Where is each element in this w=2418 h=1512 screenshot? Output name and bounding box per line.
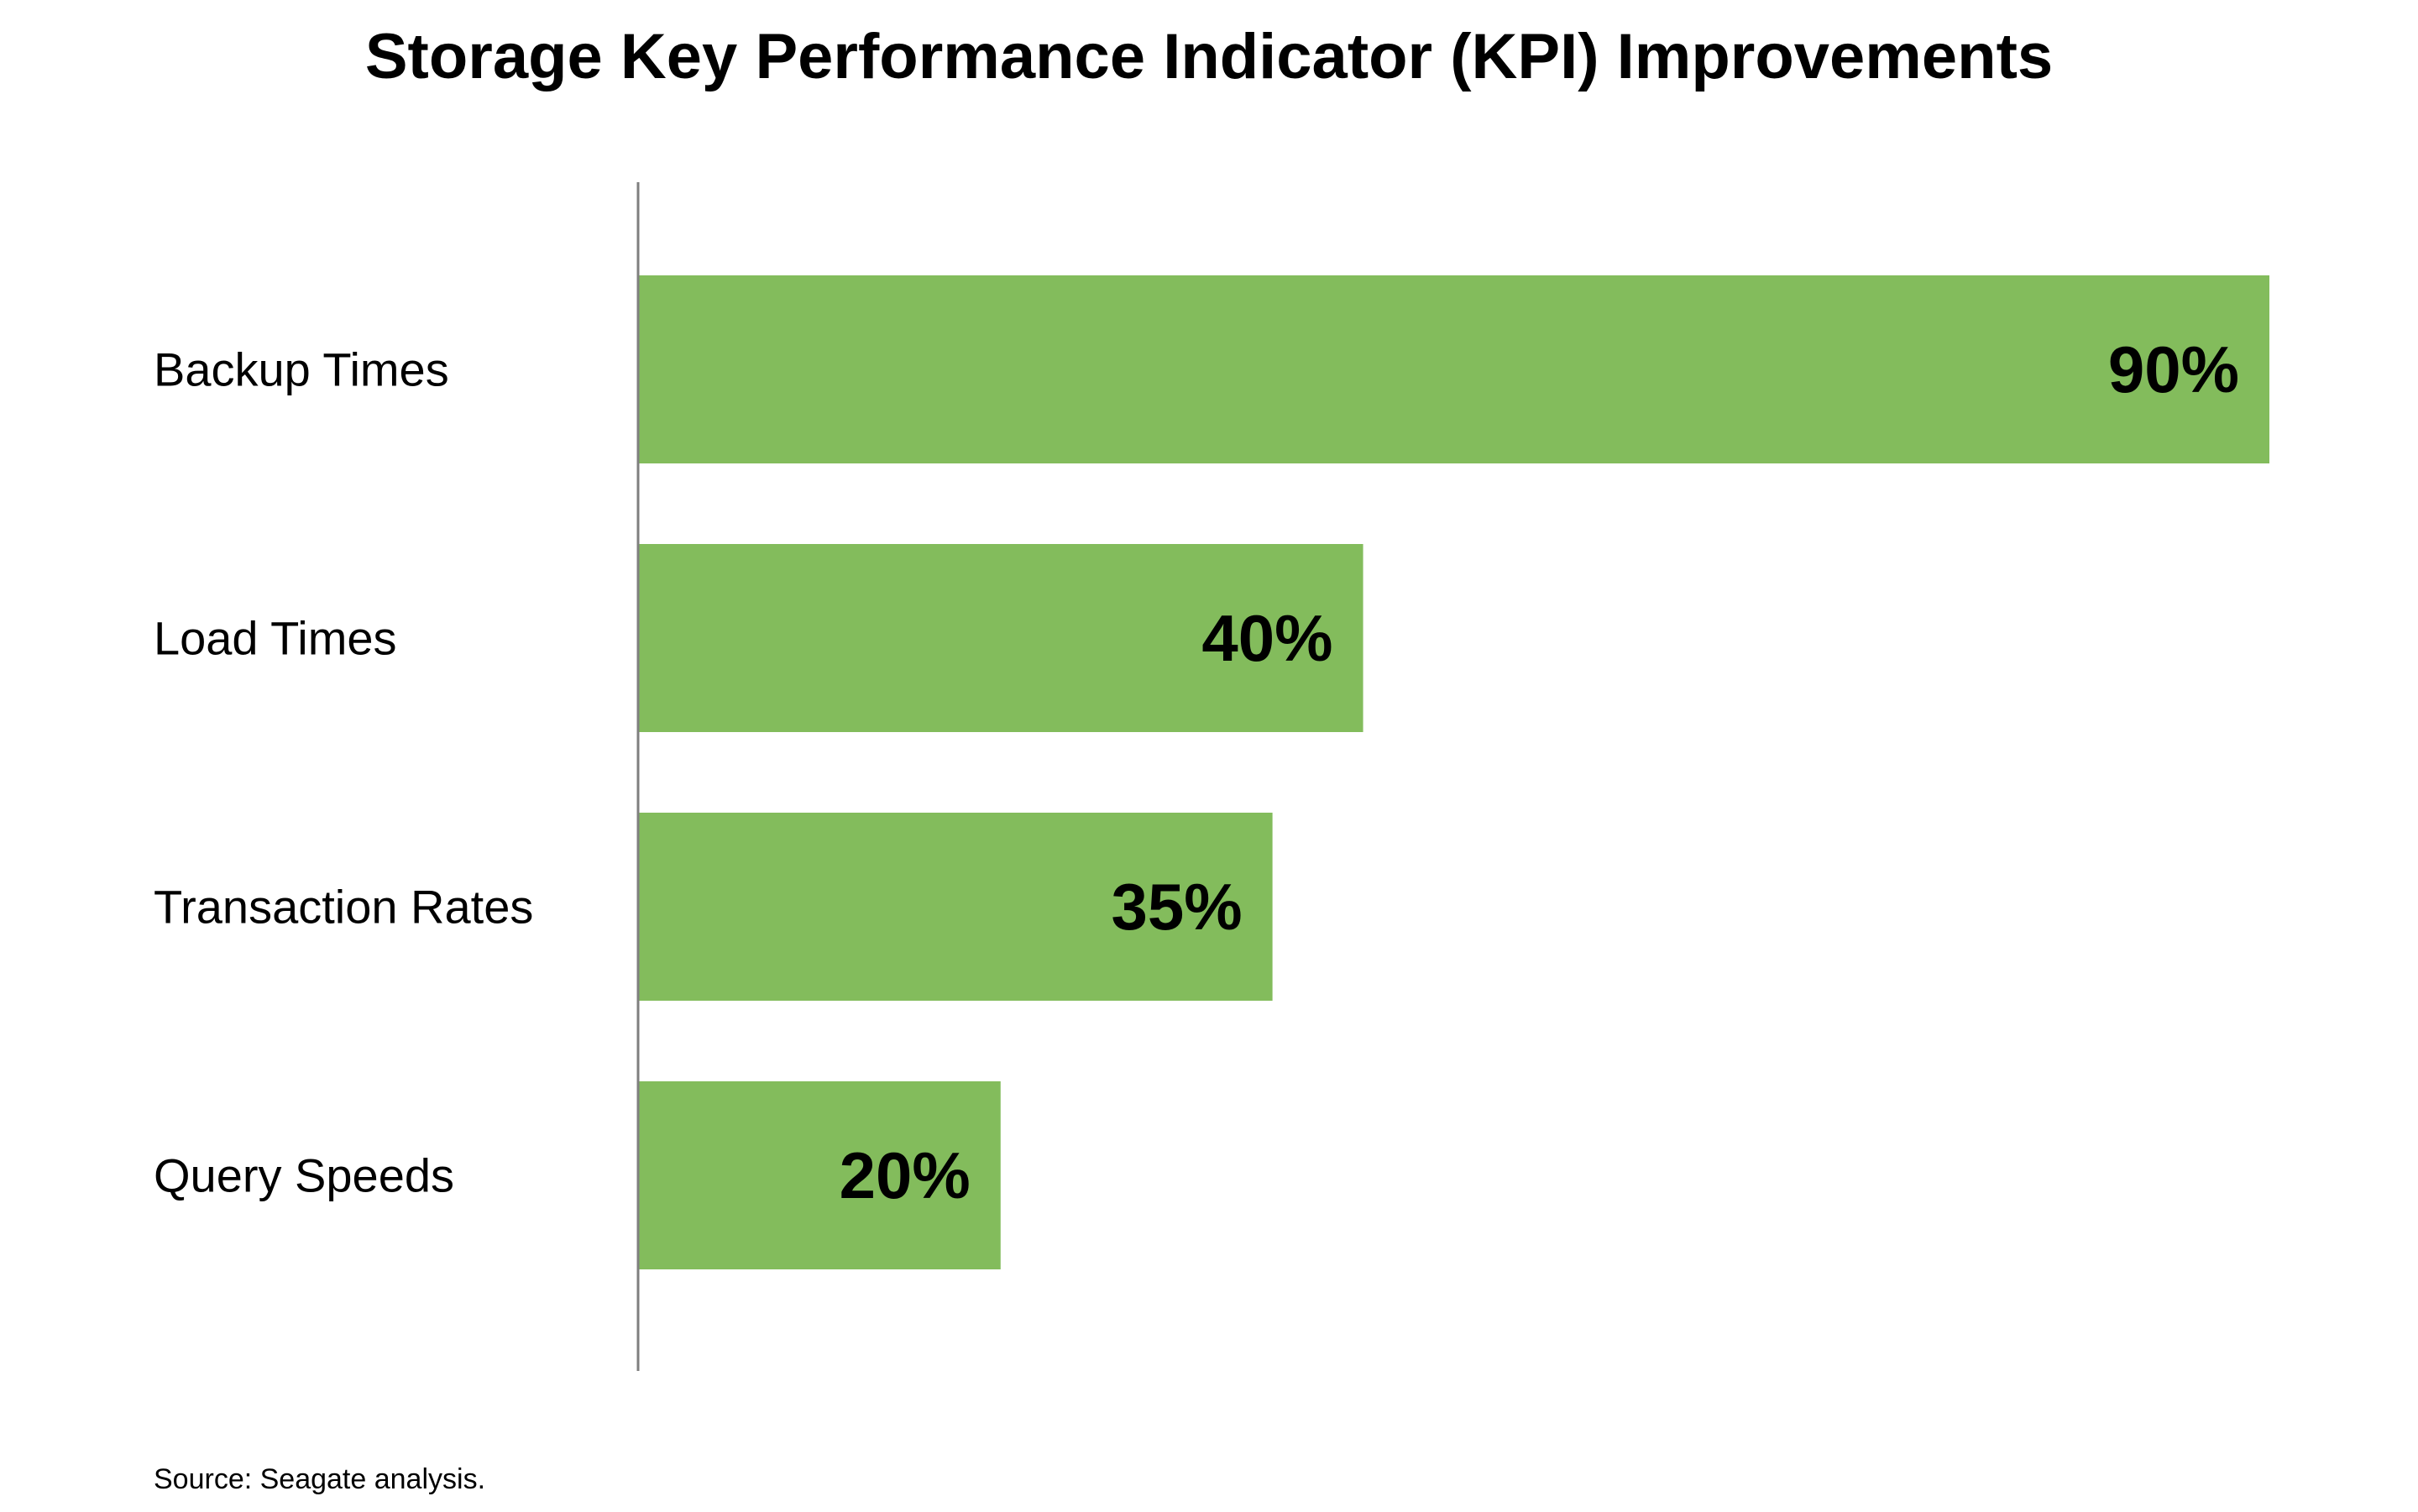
bars-layer: Backup Times 90% Load Times 40% Transaction …: [154, 275, 2269, 1269]
bar-transaction-rates: [638, 813, 1273, 1001]
bar-query-speeds: [638, 1081, 1001, 1269]
category-label: Backup Times: [154, 343, 449, 396]
chart-title: Storage Key Performance Indicator (KPI) …: [364, 21, 2054, 92]
category-label: Load Times: [154, 612, 397, 665]
source-note: Source: Seagate analysis.: [154, 1463, 486, 1495]
value-label: 35%: [1111, 870, 1242, 944]
bar-backup-times: [638, 275, 2269, 463]
value-label: 40%: [1201, 601, 1332, 675]
value-label: 90%: [2108, 332, 2239, 406]
bar-load-times: [638, 544, 1363, 732]
category-label: Query Speeds: [154, 1149, 454, 1202]
category-label: Transaction Rates: [154, 881, 533, 934]
value-label: 20%: [840, 1138, 971, 1212]
